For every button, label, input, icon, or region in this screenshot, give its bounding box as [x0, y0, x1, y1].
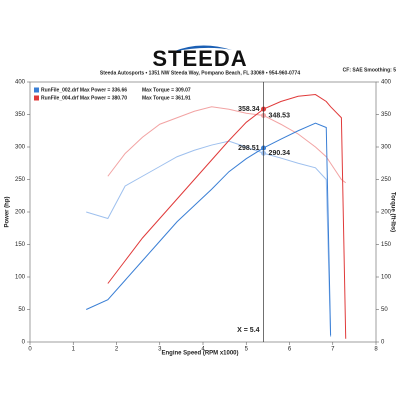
y-tick-label: 150 [15, 242, 26, 248]
cursor-label: X = 5.4 [237, 327, 259, 334]
legend-torque: Max Torque = 361.91 [142, 95, 191, 101]
value-label: 358.34 [238, 106, 260, 113]
legend-torque: Max Torque = 309.07 [142, 87, 191, 93]
x-tick-label: 5 [245, 347, 249, 353]
subtitle: Steeda Autosports • 1351 NW Steeda Way, … [100, 70, 300, 76]
y2-tick-label: 50 [381, 307, 388, 313]
series-line [107, 94, 347, 339]
value-label: 290.34 [269, 150, 291, 157]
y2-tick-label: 400 [381, 80, 392, 86]
series-line [107, 106, 347, 184]
x-tick-label: 6 [288, 347, 292, 353]
value-label: 348.53 [269, 112, 291, 119]
x-tick-label: 3 [158, 347, 162, 353]
y-tick-label: 250 [15, 177, 26, 183]
x-tick-label: 4 [201, 347, 205, 353]
legend-label: RunFile_004.drf Max Power = 380.70 [41, 95, 127, 101]
y2-tick-label: 150 [381, 242, 392, 248]
y-tick-label: 200 [15, 210, 26, 216]
value-label: 298.51 [238, 145, 260, 152]
y2-tick-label: 200 [381, 210, 392, 216]
y2-axis-label: Torque (ft-lbs) [389, 192, 395, 232]
x-tick-label: 1 [72, 347, 76, 353]
y-tick-label: 50 [18, 307, 25, 313]
y-tick-label: 100 [15, 275, 26, 281]
logo-swoosh [172, 45, 232, 52]
settings: CF: SAE Smoothing: 5 [343, 67, 397, 73]
y-tick-label: 0 [22, 340, 26, 346]
y-tick-label: 300 [15, 145, 26, 151]
y-tick-label: 400 [15, 80, 26, 86]
legend-swatch [34, 95, 39, 101]
plot-area [29, 81, 377, 343]
x-axis-label: Engine Speed (RPM x1000) [161, 351, 238, 357]
y2-tick-label: 300 [381, 145, 392, 151]
x-tick-label: 7 [331, 347, 335, 353]
y2-tick-label: 250 [381, 177, 392, 183]
legend-label: RunFile_002.drf Max Power = 336.66 [41, 87, 127, 93]
logo: STEEDA [152, 46, 247, 71]
y2-tick-label: 0 [381, 340, 385, 346]
y2-tick-label: 100 [381, 275, 392, 281]
y-axis-label: Power (hp) [5, 196, 11, 227]
series-line [86, 122, 332, 336]
y-tick-label: 350 [15, 112, 26, 118]
x-tick-label: 8 [374, 347, 378, 353]
x-tick-label: 0 [28, 347, 32, 353]
legend-swatch [34, 87, 39, 93]
y2-tick-label: 350 [381, 112, 392, 118]
series-line [86, 140, 332, 337]
x-tick-label: 2 [115, 347, 119, 353]
